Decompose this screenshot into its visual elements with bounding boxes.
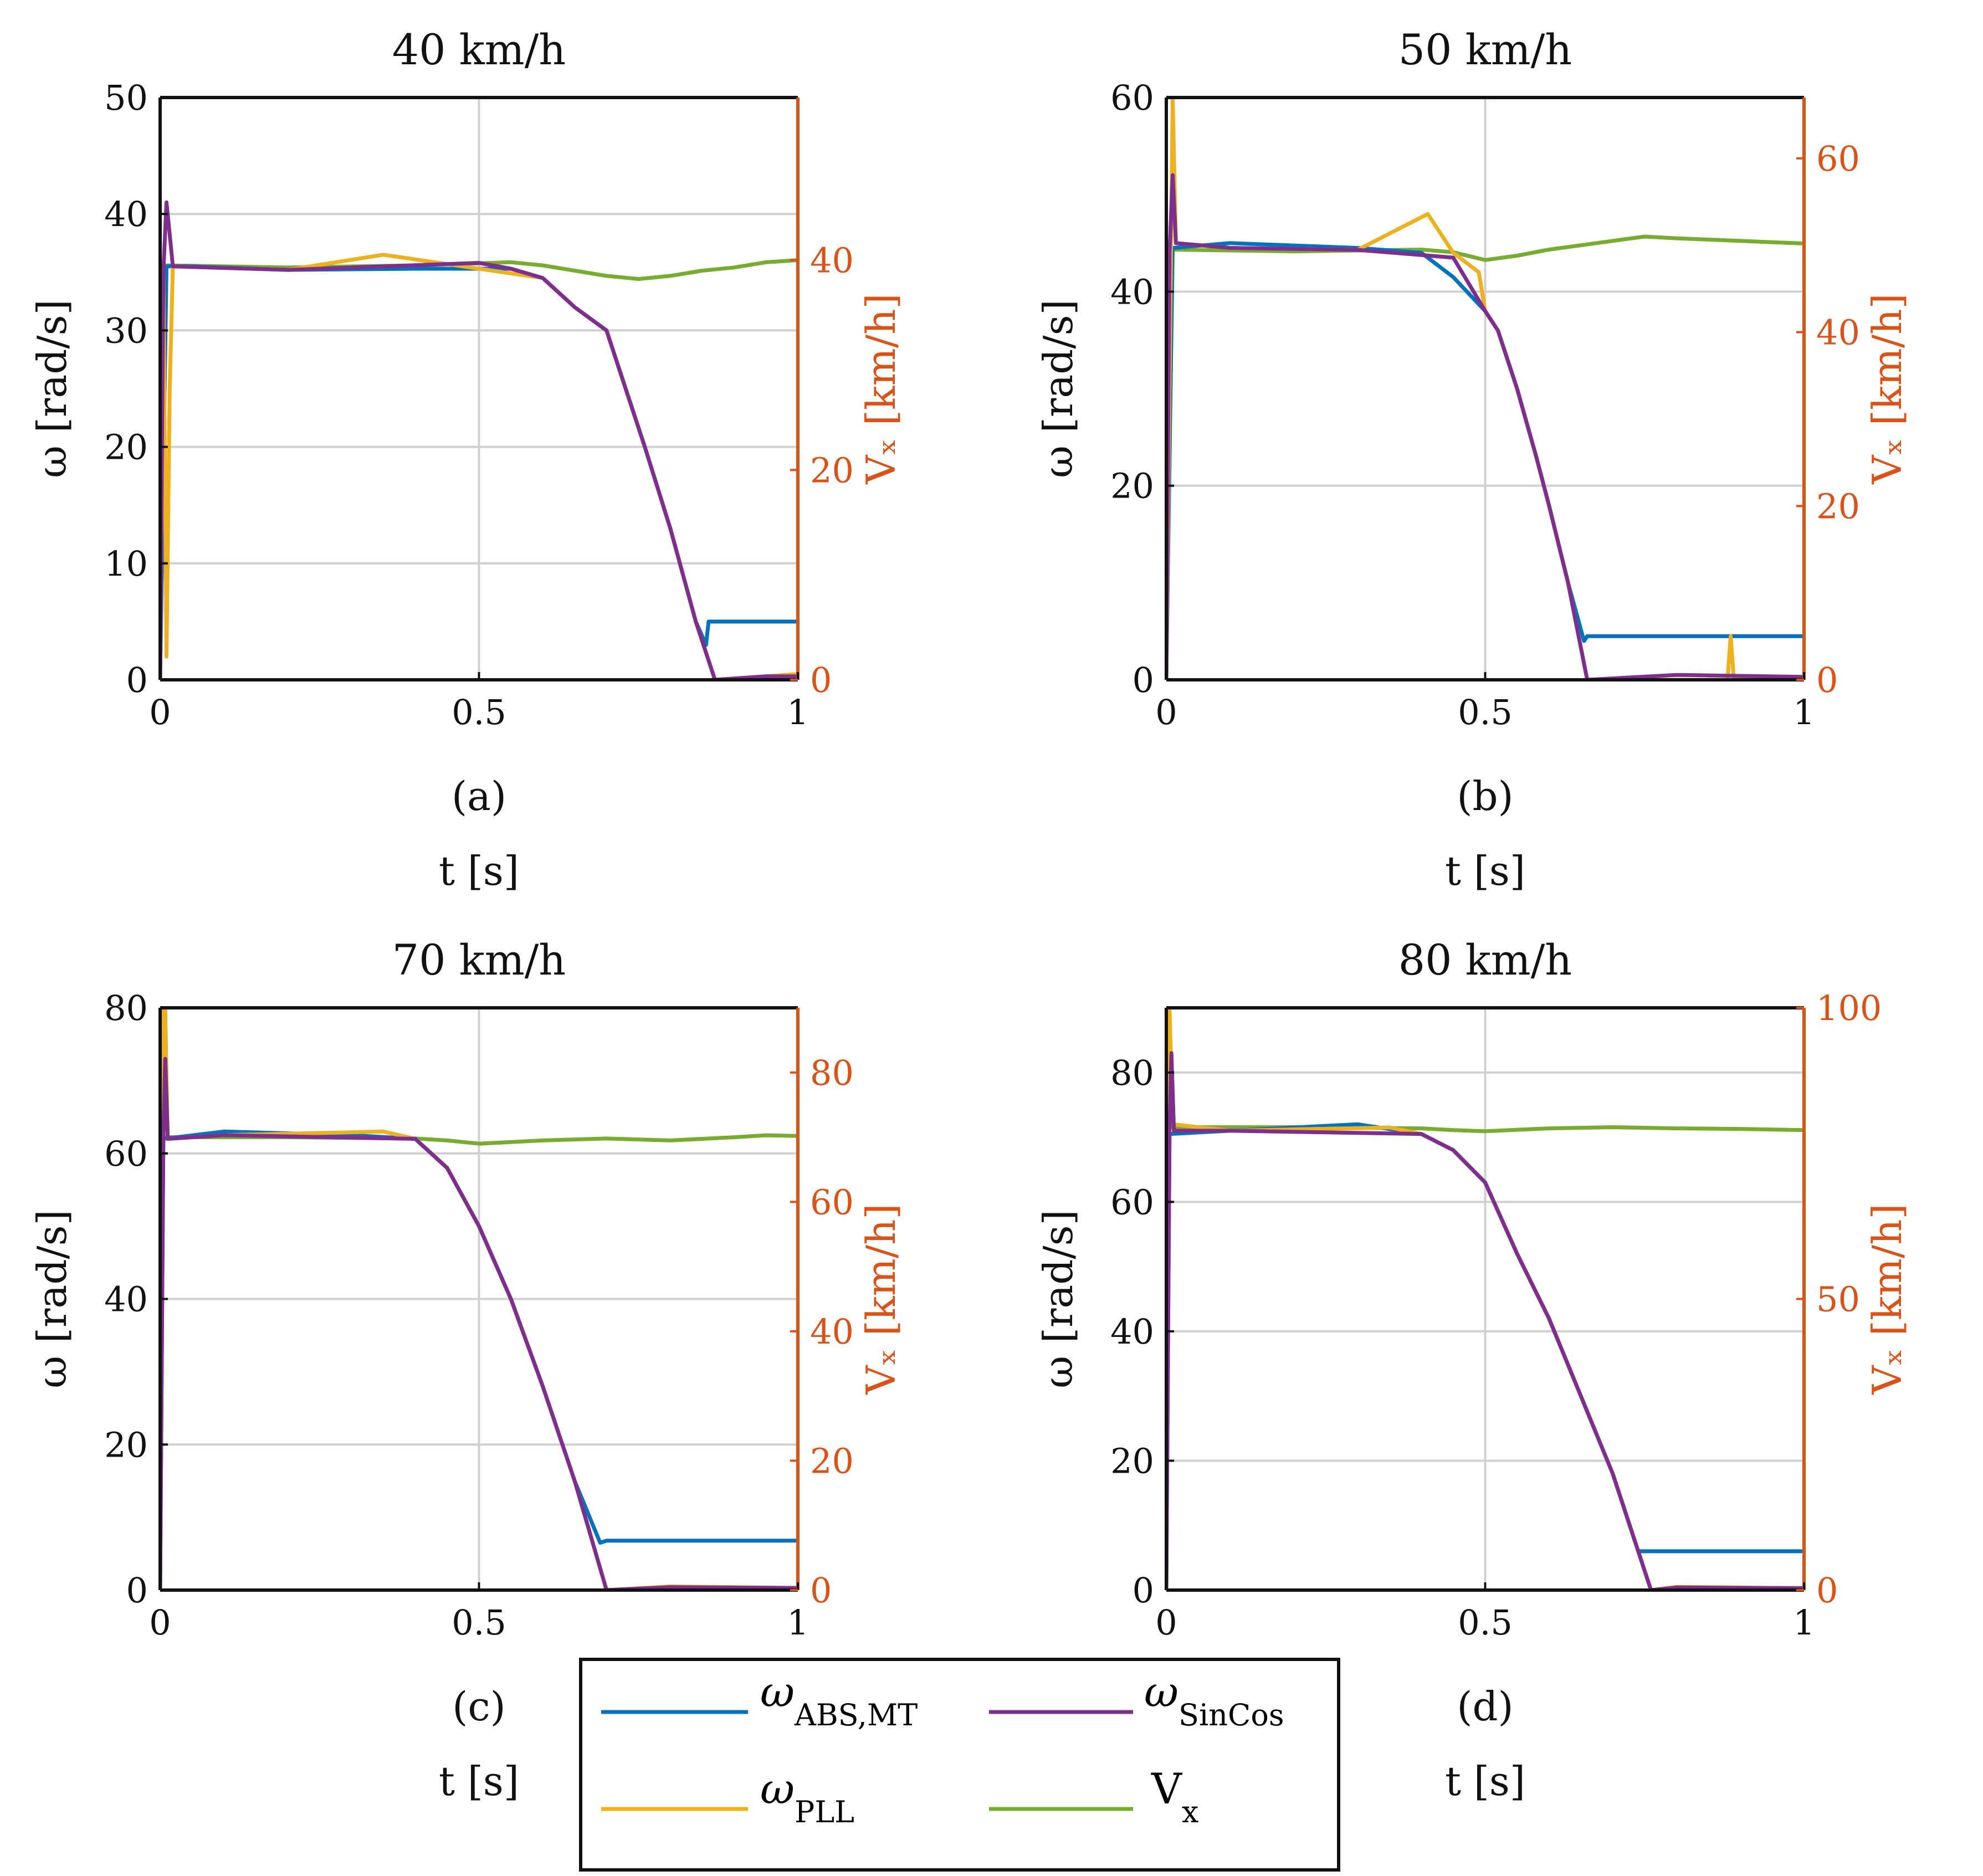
y-axis-label: ω [rad/s] (1035, 299, 1082, 478)
x-tick-label: 0 (1155, 1602, 1177, 1643)
series-line-vx (1166, 1125, 1804, 1357)
series-line-sincos (160, 1057, 798, 1590)
right-y-axis-label: Vₓ [km/h] (1864, 1203, 1910, 1395)
legend-label-sincos: ωSinCos (1144, 1667, 1284, 1733)
legend-label-abs-mt: ωABS,MT (760, 1667, 918, 1733)
right-y-tick-label: 60 (1816, 139, 1860, 179)
right-y-tick-label: 20 (810, 450, 854, 490)
chart-title: 40 km/h (392, 25, 566, 74)
right-y-axis-label: Vₓ [km/h] (858, 1203, 904, 1395)
y-tick-label: 50 (104, 78, 148, 118)
x-tick-label: 0 (1155, 692, 1177, 732)
y-tick-label: 80 (104, 988, 148, 1028)
y-tick-label: 0 (126, 660, 148, 700)
y-tick-label: 40 (1110, 271, 1154, 312)
right-y-tick-label: 40 (1816, 312, 1860, 353)
panel-caption: (a) (452, 773, 506, 819)
x-axis-label: t [s] (1445, 848, 1525, 894)
legend: ωABS,MT ωSinCos ωPLL Vx (579, 1658, 1340, 1872)
y-tick-label: 0 (126, 1570, 148, 1611)
x-tick-label: 0.5 (1458, 692, 1513, 732)
x-tick-label: 0.5 (1458, 1602, 1513, 1643)
panel-caption: (c) (452, 1683, 506, 1730)
series-group (160, 1008, 798, 1590)
chart-title: 70 km/h (392, 935, 566, 985)
right-y-tick-label: 100 (1816, 988, 1882, 1028)
legend-label-pll: ωPLL (760, 1764, 854, 1829)
y-tick-label: 20 (104, 427, 148, 468)
series-line-sincos (1166, 1051, 1804, 1590)
y-tick-label: 60 (104, 1134, 148, 1174)
right-y-tick-label: 0 (1816, 660, 1838, 700)
right-y-tick-label: 50 (1816, 1279, 1860, 1320)
x-tick-label: 0 (149, 1602, 171, 1643)
y-tick-label: 20 (1110, 466, 1154, 506)
right-y-tick-label: 80 (810, 1053, 854, 1093)
y-tick-label: 60 (1110, 78, 1154, 118)
series-line-vx (1166, 234, 1804, 419)
x-tick-label: 1 (787, 692, 808, 732)
series-line-sincos (1166, 173, 1804, 680)
y-tick-label: 40 (1110, 1311, 1154, 1352)
right-y-tick-label: 0 (810, 1570, 832, 1611)
chart-title: 50 km/h (1398, 25, 1572, 74)
x-tick-label: 1 (1793, 692, 1815, 732)
x-axis-label: t [s] (439, 1758, 519, 1805)
right-y-tick-label: 40 (810, 1311, 854, 1352)
x-axis-label: t [s] (1445, 1758, 1525, 1805)
y-tick-label: 40 (104, 1279, 148, 1320)
right-y-tick-label: 60 (810, 1182, 854, 1222)
right-y-tick-label: 20 (810, 1441, 854, 1481)
x-tick-label: 0 (149, 692, 171, 732)
panel-caption: (b) (1457, 773, 1513, 819)
y-tick-label: 80 (1110, 1053, 1154, 1093)
y-tick-label: 0 (1133, 660, 1154, 700)
legend-box (579, 1658, 1340, 1872)
series-group (1166, 98, 1804, 680)
y-axis-label: ω [rad/s] (29, 1209, 75, 1388)
series-group (160, 200, 798, 680)
y-axis-label: ω [rad/s] (1035, 1209, 1082, 1388)
right-y-tick-label: 20 (1816, 486, 1860, 526)
x-tick-label: 0.5 (452, 1602, 506, 1643)
right-y-axis-label: Vₓ [km/h] (1864, 293, 1910, 484)
y-tick-label: 60 (1110, 1182, 1154, 1222)
y-axis-label: ω [rad/s] (29, 299, 75, 478)
y-tick-label: 20 (1110, 1441, 1154, 1481)
right-y-tick-label: 0 (1816, 1570, 1838, 1611)
right-y-tick-label: 0 (810, 660, 832, 700)
y-tick-label: 10 (104, 544, 148, 584)
series-line-sincos (160, 200, 798, 680)
y-tick-label: 30 (104, 310, 148, 351)
x-tick-label: 1 (1793, 1602, 1815, 1643)
legend-label-vx: Vx (1151, 1764, 1198, 1829)
y-tick-label: 20 (104, 1424, 148, 1465)
x-tick-label: 0.5 (452, 692, 506, 732)
x-tick-label: 1 (787, 1602, 808, 1643)
right-y-axis-label: Vₓ [km/h] (858, 293, 904, 484)
panel-caption: (d) (1457, 1683, 1513, 1730)
y-tick-label: 40 (104, 194, 148, 234)
x-axis-label: t [s] (439, 848, 519, 894)
series-group (1166, 1008, 1804, 1590)
right-y-tick-label: 40 (810, 240, 854, 281)
y-tick-label: 0 (1133, 1570, 1154, 1611)
chart-title: 80 km/h (1398, 935, 1572, 985)
